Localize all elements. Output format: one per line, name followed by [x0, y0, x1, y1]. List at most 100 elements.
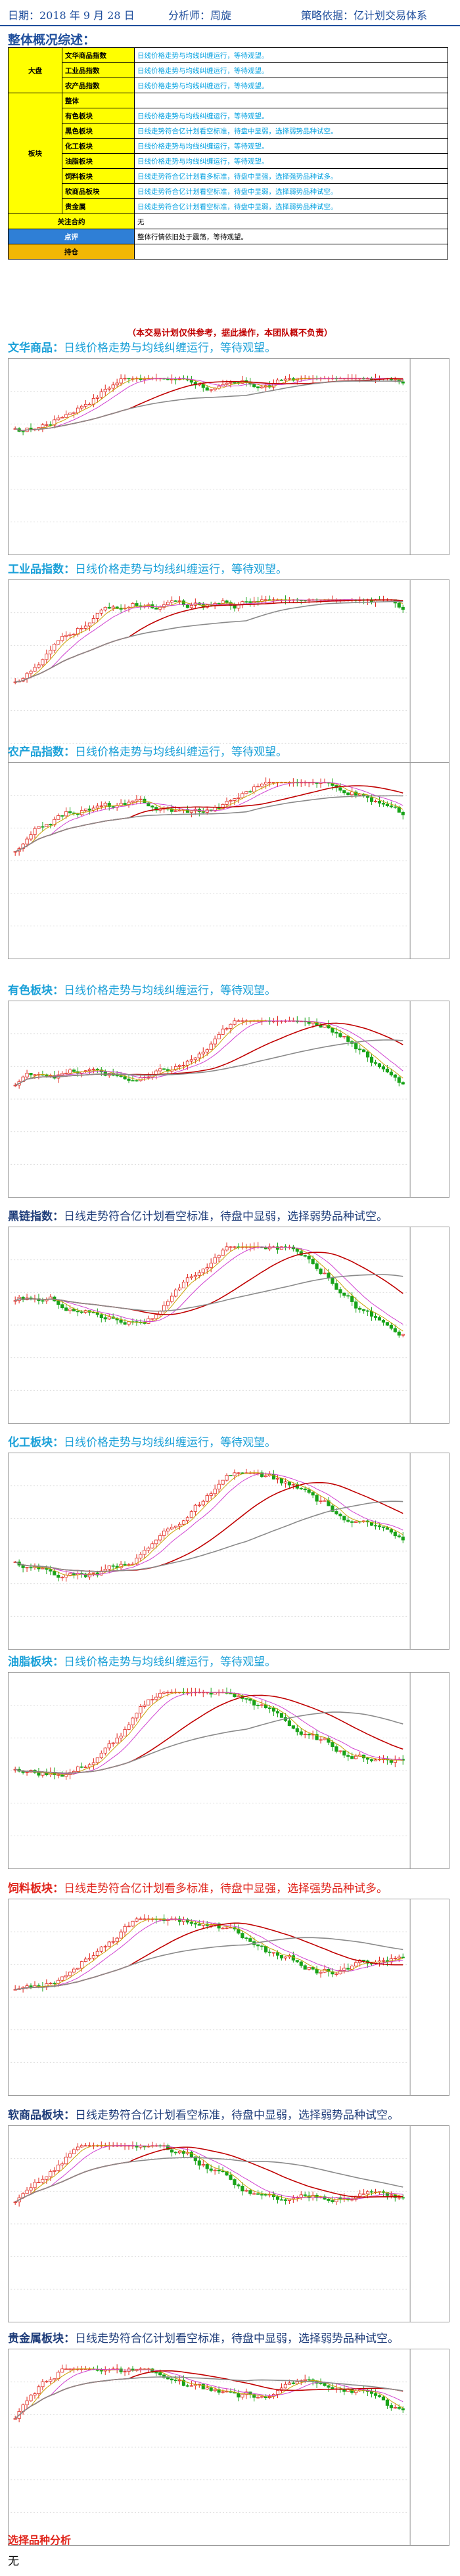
- candle-body: [197, 1272, 201, 1276]
- candle-body: [299, 1487, 303, 1489]
- candle-body: [233, 1246, 237, 1248]
- disclaimer: （本交易计划仅供参考，据此操作，本团队概不负责）: [127, 328, 333, 338]
- candle-body: [389, 2405, 393, 2408]
- candle-body: [158, 1068, 162, 1072]
- daily-candlestick-chart: [8, 579, 449, 777]
- candle-body: [350, 791, 354, 796]
- section-label: 农产品指数：日线价格走势与均线纠缠运行，等待观望。: [8, 742, 287, 759]
- candle-body: [103, 1569, 107, 1571]
- candle-body: [389, 2194, 393, 2196]
- candle-body: [115, 1075, 119, 1077]
- candle-body: [80, 627, 84, 629]
- candle-body: [244, 1698, 248, 1700]
- candle-body: [68, 413, 72, 415]
- moving-average-line: [15, 782, 403, 852]
- candle-body: [115, 1737, 119, 1744]
- candle-body: [111, 1941, 115, 1943]
- candle-body: [315, 1263, 319, 1269]
- overview-row: 农产品指数 日线价格走势与均线纠缠运行，等待观望。: [9, 78, 448, 93]
- candle-body: [248, 1698, 252, 1701]
- candle-body: [358, 1049, 362, 1051]
- candle-body: [115, 1937, 119, 1942]
- overview-description: 日线价格走势与均线纠缠运行，等待观望。: [134, 138, 448, 154]
- candle-body: [170, 2149, 174, 2153]
- pick-analysis-title: 选择品种分析: [8, 2534, 72, 2546]
- candle-body: [123, 1076, 127, 1079]
- candle-body: [72, 1070, 76, 1072]
- candle-body: [189, 1276, 193, 1278]
- daily-candlestick-chart: [8, 1227, 449, 1424]
- candle-body: [209, 2387, 213, 2391]
- candle-body: [154, 1314, 158, 1319]
- moving-average-line: [14, 1694, 403, 1774]
- candle-body: [260, 783, 264, 787]
- candle-body: [123, 1729, 127, 1736]
- candle-body: [221, 600, 225, 604]
- moving-average-line: [14, 2145, 403, 2203]
- candle-body: [99, 1314, 103, 1319]
- candle-body: [72, 1968, 76, 1973]
- candle-body: [201, 1501, 205, 1506]
- candle-body: [283, 1956, 288, 1958]
- candle-body: [256, 1944, 260, 1947]
- candle-body: [264, 782, 268, 784]
- candle-body: [291, 1725, 295, 1729]
- candle-body: [99, 1947, 103, 1952]
- candle-body: [95, 1951, 99, 1956]
- overview-footer-text: 无: [134, 214, 448, 229]
- candle-body: [170, 808, 174, 812]
- candle-body: [373, 2393, 378, 2396]
- candle-body: [91, 1762, 95, 1765]
- candle-body: [33, 667, 37, 672]
- candle-body: [68, 1972, 72, 1976]
- candle-body: [217, 1034, 221, 1039]
- candle-body: [209, 1263, 213, 1268]
- candle-body: [181, 2380, 186, 2386]
- overview-row: 饲料板块 日线走势符合亿计划看多标准，待盘中显强，选择强势品种试多。: [9, 168, 448, 184]
- candle-body: [315, 1734, 319, 1740]
- section-text: 日线走势符合亿计划看空标准，待盘中显弱，选择弱势品种试空。: [75, 2332, 399, 2345]
- candle-body: [41, 659, 45, 666]
- candle-body: [267, 1707, 272, 1709]
- candle-body: [83, 403, 88, 407]
- candle-body: [193, 1504, 197, 1512]
- moving-average-line: [14, 2368, 403, 2419]
- candle-body: [327, 1738, 331, 1743]
- candle-body: [173, 2152, 178, 2154]
- candle-body: [342, 1516, 346, 1521]
- candle-body: [295, 1960, 299, 1962]
- candle-body: [177, 1287, 182, 1290]
- candle-body: [393, 1328, 397, 1332]
- candle-body: [299, 2194, 303, 2198]
- overview-group-label: 板块: [8, 93, 62, 214]
- report-basis: 策略依据：亿计划交易体系: [301, 9, 428, 22]
- moving-average-line: [15, 378, 403, 431]
- candle-body: [323, 2196, 327, 2200]
- candle-body: [319, 1025, 323, 1028]
- candle-body: [83, 1573, 88, 1577]
- candle-body: [385, 1322, 389, 1326]
- candle-body: [76, 2146, 80, 2150]
- candle-body: [393, 2407, 397, 2408]
- moving-average-line: [15, 600, 403, 683]
- candle-body: [229, 800, 233, 802]
- candle-body: [315, 1968, 319, 1974]
- daily-candlestick-chart: [8, 2125, 449, 2322]
- candle-body: [323, 1024, 327, 1028]
- candle-body: [72, 1771, 76, 1773]
- section-text: 日线走势符合亿计划看空标准，待盘中显弱，选择弱势品种试空。: [75, 2109, 399, 2122]
- candle-body: [401, 812, 405, 815]
- candle-body: [162, 2374, 166, 2378]
- candlestick-chart-svg: [11, 2349, 411, 2545]
- candle-body: [45, 424, 49, 426]
- candle-body: [87, 622, 92, 627]
- candle-body: [229, 1024, 233, 1029]
- candle-body: [295, 1728, 299, 1732]
- candle-body: [60, 1304, 64, 1309]
- moving-average-line: [14, 2157, 403, 2203]
- section-name: 贵金属板块：: [8, 2332, 75, 2345]
- candle-body: [189, 2385, 193, 2387]
- candle-body: [135, 799, 139, 802]
- candle-body: [91, 618, 95, 623]
- candle-body: [95, 1068, 99, 1070]
